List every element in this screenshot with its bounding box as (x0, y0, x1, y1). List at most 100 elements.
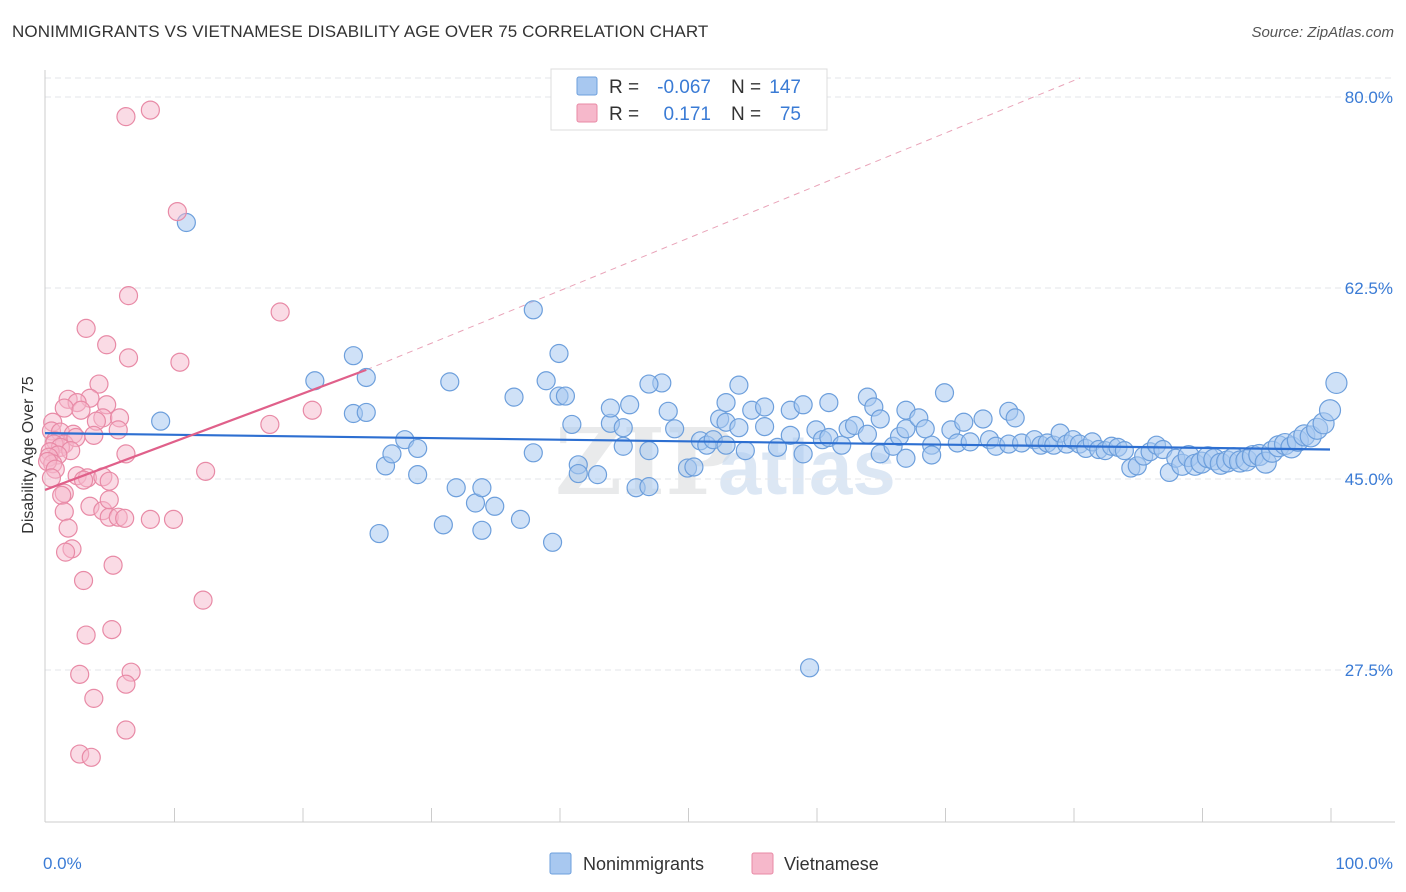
y-tick-label-1: 45.0% (1345, 470, 1393, 489)
point-vietnamese-53 (140, 509, 160, 529)
point-nonimmigrants-29 (562, 414, 582, 435)
point-nonimmigrants-59 (793, 395, 813, 415)
point-nonimmigrants-60 (793, 444, 813, 464)
point-vietnamese-71 (99, 490, 119, 510)
point-nonimmigrants-31 (568, 463, 588, 484)
point-nonimmigrants-27 (555, 386, 576, 406)
legend-swatch-nonimmigrants (576, 76, 598, 96)
legend-r-label-1: R = (609, 77, 639, 98)
point-nonimmigrants-142 (600, 398, 621, 418)
point-nonimmigrants-3 (343, 346, 363, 366)
point-vietnamese-15 (71, 400, 91, 420)
point-nonimmigrants-55 (754, 417, 775, 437)
point-nonimmigrants-12 (408, 465, 428, 485)
y-tick-label-3: 80.0% (1345, 88, 1393, 107)
point-vietnamese-70 (81, 747, 101, 767)
point-vietnamese-72 (73, 470, 94, 490)
point-nonimmigrants-50 (729, 375, 749, 395)
point-nonimmigrants-43 (684, 457, 704, 477)
point-vietnamese-3 (118, 286, 139, 306)
point-nonimmigrants-0 (151, 411, 171, 431)
point-nonimmigrants-4 (356, 367, 376, 388)
trend-nonimmigrants (44, 432, 1331, 451)
point-nonimmigrants-48 (716, 393, 736, 413)
point-vietnamese-47 (52, 485, 72, 505)
point-vietnamese-1 (140, 100, 160, 120)
legend-n-value-2: 75 (780, 104, 801, 125)
point-nonimmigrants-63 (819, 393, 839, 413)
point-vietnamese-64 (70, 664, 90, 684)
point-nonimmigrants-84 (954, 412, 974, 432)
point-nonimmigrants-14 (440, 372, 460, 392)
point-vietnamese-21 (302, 400, 322, 420)
point-nonimmigrants-41 (665, 419, 685, 439)
reference-diagonal (366, 77, 1081, 371)
point-nonimmigrants-71 (870, 409, 890, 429)
point-vietnamese-6 (97, 335, 117, 355)
point-vietnamese-2 (167, 202, 187, 222)
point-vietnamese-25 (84, 425, 104, 445)
legend-n-label-1: N = (731, 77, 761, 98)
point-vietnamese-67 (84, 688, 104, 708)
point-nonimmigrants-9 (382, 444, 402, 464)
point-nonimmigrants-91 (1005, 408, 1025, 428)
point-nonimmigrants-140 (1325, 371, 1348, 395)
x-tick-label-1: 100.0% (1335, 854, 1393, 873)
point-nonimmigrants-22 (523, 443, 543, 463)
legend-r-value-1: -0.067 (657, 77, 711, 98)
point-nonimmigrants-65 (832, 435, 852, 455)
point-vietnamese-66 (116, 674, 136, 694)
trend-vietnamese (44, 368, 367, 491)
point-nonimmigrants-38 (639, 441, 659, 461)
trend-lines (44, 368, 1331, 491)
bottom-legend-label-nonimmigrants: Nonimmigrants (583, 854, 704, 874)
y-tick-label-2: 62.5% (1345, 279, 1393, 298)
point-nonimmigrants-35 (620, 395, 640, 415)
point-nonimmigrants-23 (523, 300, 543, 320)
point-nonimmigrants-32 (587, 465, 608, 485)
point-nonimmigrants-11 (408, 438, 428, 459)
point-nonimmigrants-20 (504, 387, 524, 407)
point-vietnamese-68 (116, 720, 136, 740)
point-vietnamese-55 (54, 502, 74, 522)
point-nonimmigrants-18 (472, 520, 492, 540)
point-vietnamese-0 (116, 107, 136, 127)
point-nonimmigrants-107 (1114, 441, 1135, 461)
point-vietnamese-52 (115, 508, 135, 528)
point-nonimmigrants-69 (857, 424, 878, 444)
point-nonimmigrants-80 (922, 445, 942, 465)
chart-source: Source: ZipAtlas.com (1251, 24, 1394, 41)
point-nonimmigrants-143 (639, 374, 659, 394)
y-axis-label: Disability Age Over 75 (20, 376, 37, 534)
stats-legend: R = -0.067 N = 147 R = 0.171 N = 75 (550, 68, 828, 131)
reference-line (366, 77, 1081, 371)
point-nonimmigrants-78 (915, 419, 935, 439)
point-vietnamese-56 (58, 518, 78, 538)
point-vietnamese-58 (55, 542, 76, 562)
point-nonimmigrants-146 (896, 448, 916, 468)
point-vietnamese-44 (99, 471, 119, 491)
point-nonimmigrants-24 (536, 371, 556, 391)
point-vietnamese-26 (108, 420, 128, 440)
point-nonimmigrants-15 (446, 478, 466, 498)
point-vietnamese-40 (196, 461, 216, 481)
point-nonimmigrants-52 (735, 441, 755, 461)
point-nonimmigrants-21 (510, 509, 531, 529)
point-vietnamese-4 (270, 302, 290, 322)
bottom-legend-swatch-vietnamese (751, 852, 774, 875)
series-nonimmigrants (151, 212, 1348, 678)
legend-n-value-1: 147 (769, 77, 801, 98)
point-nonimmigrants-145 (716, 435, 736, 455)
legend-n-label-2: N = (731, 104, 761, 125)
point-nonimmigrants-7 (369, 523, 389, 544)
legend-r-label-2: R = (609, 104, 639, 125)
point-nonimmigrants-28 (549, 343, 569, 364)
point-nonimmigrants-141 (799, 658, 820, 678)
bottom-legend-swatch-nonimmigrants (549, 852, 572, 875)
point-nonimmigrants-139 (1318, 399, 1342, 422)
point-nonimmigrants-144 (613, 418, 633, 438)
point-vietnamese-7 (118, 348, 139, 368)
point-nonimmigrants-51 (729, 418, 749, 438)
y-tick-labels: 27.5% 45.0% 62.5% 80.0% (1345, 88, 1393, 680)
